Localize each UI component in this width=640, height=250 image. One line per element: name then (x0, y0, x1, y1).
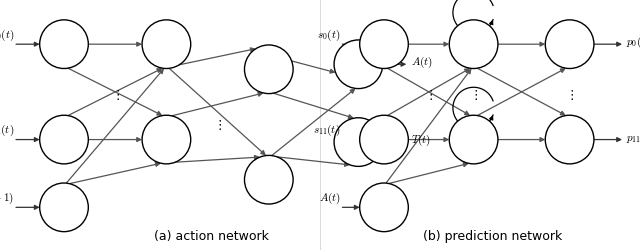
Ellipse shape (40, 183, 88, 232)
Ellipse shape (244, 156, 293, 204)
Ellipse shape (545, 21, 594, 69)
Text: $p_{11}(t+1)$: $p_{11}(t+1)$ (626, 130, 640, 145)
Text: $\vdots$: $\vdots$ (213, 118, 222, 132)
Text: $s_{11}(t)$: $s_{11}(t)$ (0, 122, 14, 138)
Ellipse shape (244, 46, 293, 94)
Text: $\vdots$: $\vdots$ (424, 88, 433, 102)
Text: $\vdots$: $\vdots$ (111, 88, 120, 102)
Text: $A(t-1)$: $A(t-1)$ (0, 190, 14, 205)
Text: $s_0(t)$: $s_0(t)$ (317, 28, 340, 42)
Text: (a) action network: (a) action network (154, 230, 269, 242)
Ellipse shape (334, 41, 383, 89)
Text: (b) prediction network: (b) prediction network (423, 230, 563, 242)
Ellipse shape (334, 118, 383, 167)
Ellipse shape (142, 116, 191, 164)
Text: $s_{11}(t)$: $s_{11}(t)$ (313, 122, 340, 138)
Text: $s_0(t)$: $s_0(t)$ (0, 28, 14, 42)
Ellipse shape (40, 21, 88, 69)
Ellipse shape (142, 21, 191, 69)
Ellipse shape (449, 21, 498, 69)
Text: $A(t)$: $A(t)$ (319, 190, 340, 205)
Ellipse shape (360, 183, 408, 232)
Text: $\vdots$: $\vdots$ (469, 88, 478, 102)
Ellipse shape (360, 116, 408, 164)
Text: $T(t)$: $T(t)$ (411, 132, 431, 148)
Text: $A(t)$: $A(t)$ (411, 55, 433, 70)
Ellipse shape (360, 21, 408, 69)
Ellipse shape (449, 116, 498, 164)
Text: $\vdots$: $\vdots$ (565, 88, 574, 102)
Text: $p_0(t+1)$: $p_0(t+1)$ (626, 35, 640, 50)
Ellipse shape (545, 116, 594, 164)
Ellipse shape (40, 116, 88, 164)
